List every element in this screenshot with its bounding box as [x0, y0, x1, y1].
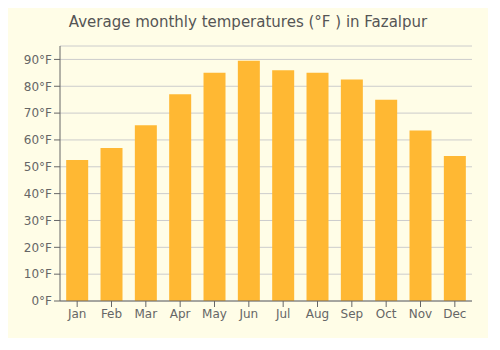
- svg-text:Dec: Dec: [443, 307, 466, 321]
- svg-text:May: May: [202, 307, 227, 321]
- svg-text:Aug: Aug: [306, 307, 329, 321]
- svg-text:Apr: Apr: [170, 307, 191, 321]
- svg-text:40°F: 40°F: [24, 187, 52, 201]
- svg-text:90°F: 90°F: [24, 53, 52, 67]
- svg-text:70°F: 70°F: [24, 106, 52, 120]
- svg-text:Sep: Sep: [341, 307, 364, 321]
- svg-text:Feb: Feb: [101, 307, 122, 321]
- svg-text:Jul: Jul: [275, 307, 290, 321]
- svg-text:Jun: Jun: [238, 307, 258, 321]
- svg-text:60°F: 60°F: [24, 133, 52, 147]
- svg-text:Oct: Oct: [376, 307, 397, 321]
- html-text:Average monthly temperatures (: Average monthly temperatures (°F ) in Fa…: [68, 13, 428, 31]
- svg-text:30°F: 30°F: [24, 214, 52, 228]
- svg-text:10°F: 10°F: [24, 267, 52, 281]
- svg-text:50°F: 50°F: [24, 160, 52, 174]
- svg-text:20°F: 20°F: [24, 241, 52, 255]
- svg-text:0°F: 0°F: [31, 294, 52, 308]
- svg-text:Mar: Mar: [135, 307, 158, 321]
- svg-text:Nov: Nov: [409, 307, 432, 321]
- svg-text:80°F: 80°F: [24, 80, 52, 94]
- svg-text:Jan: Jan: [67, 307, 87, 321]
